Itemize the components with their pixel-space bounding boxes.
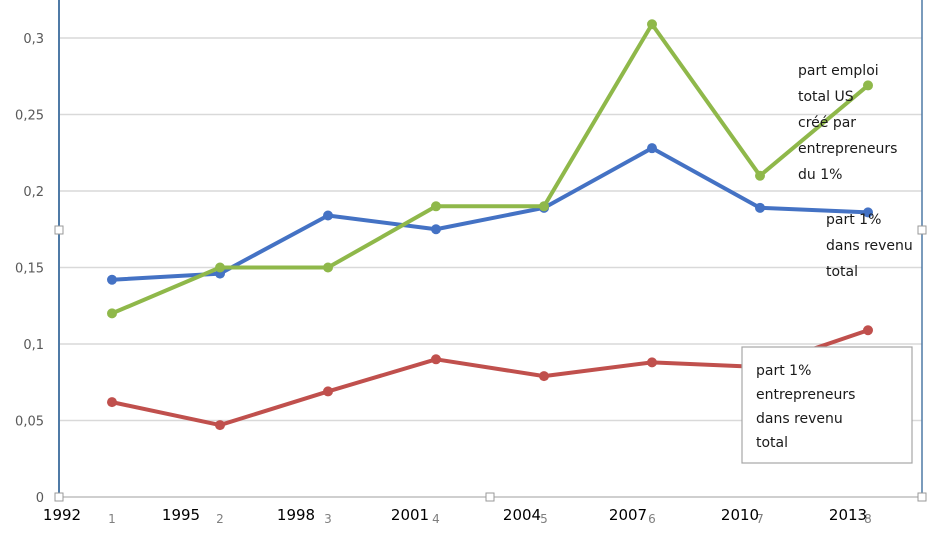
label-line: créé par	[798, 115, 856, 131]
y-axis-ticks: 0 0,05 0,1 0,15 0,2 0,25 0,3	[15, 32, 44, 506]
data-point-marker	[539, 201, 549, 212]
text-box[interactable]	[741, 346, 913, 464]
data-point-marker	[647, 19, 657, 30]
label-line: total	[756, 435, 788, 451]
y-tick-label: 0,25	[15, 109, 44, 124]
data-point-marker	[215, 262, 225, 273]
x-category-label: 4	[432, 512, 440, 526]
data-point-marker	[431, 354, 441, 365]
x-year-label: 2001	[391, 506, 429, 524]
series-path	[111, 22, 870, 316]
data-point-marker	[215, 420, 225, 431]
y-tick-label: 0,15	[15, 262, 44, 277]
series-annotations: part emploi total US créé par entrepreneurs…	[741, 63, 913, 464]
x-year-label: 1995	[162, 506, 200, 524]
data-point-marker	[755, 202, 765, 213]
series-line	[107, 19, 873, 319]
data-point-marker	[107, 308, 117, 319]
data-point-marker	[863, 80, 873, 91]
resize-handle-bottom-center[interactable]	[485, 492, 495, 502]
label-line: total US	[798, 89, 854, 105]
label-line: entrepreneurs	[756, 387, 855, 403]
data-point-marker	[647, 143, 657, 154]
x-category-label: 7	[756, 512, 764, 526]
x-axis-category-labels: 1 2 3 4 5 6 7 8	[108, 512, 872, 526]
x-year-label: 2010	[721, 506, 759, 524]
x-category-label: 1	[108, 512, 116, 526]
data-point-marker	[323, 210, 333, 221]
red-series-label-box[interactable]: part 1% entrepreneurs dans revenu total	[741, 346, 913, 464]
data-point-marker	[107, 274, 117, 285]
x-category-label: 5	[540, 512, 548, 526]
x-year-label: 1992	[43, 506, 81, 524]
data-point-marker	[755, 170, 765, 181]
data-point-marker	[107, 397, 117, 408]
y-tick-label: 0,05	[15, 415, 44, 430]
y-tick-label: 0,1	[23, 338, 44, 353]
x-category-label: 8	[864, 512, 872, 526]
x-year-label: 1998	[277, 506, 315, 524]
resize-handle-right[interactable]	[917, 225, 927, 235]
x-axis-year-labels: 1992 1995 1998 2001 2004 2007 2010 2013	[43, 506, 867, 524]
x-category-label: 2	[216, 512, 224, 526]
data-point-marker	[431, 224, 441, 235]
label-line: total	[826, 264, 858, 280]
x-category-label: 6	[648, 512, 656, 526]
y-tick-label: 0,2	[23, 185, 44, 200]
data-point-marker	[323, 386, 333, 397]
resize-handle-left[interactable]	[54, 225, 64, 235]
x-year-label: 2013	[829, 506, 867, 524]
data-point-marker	[863, 207, 873, 218]
series-lines	[107, 19, 873, 431]
data-point-marker	[431, 201, 441, 212]
label-line: dans revenu	[756, 411, 843, 427]
y-tick-label: 0,3	[23, 32, 44, 47]
resize-handle-bottom-left[interactable]	[54, 492, 64, 502]
label-line: part 1%	[756, 363, 811, 379]
selection-handles[interactable]	[54, 225, 927, 502]
resize-handle-bottom-right[interactable]	[917, 492, 927, 502]
label-line: part 1%	[826, 212, 881, 228]
data-point-marker	[863, 325, 873, 336]
series-path	[111, 146, 869, 282]
label-line: dans revenu	[826, 238, 913, 254]
x-year-label: 2007	[609, 506, 647, 524]
green-series-label: part emploi total US créé par entrepreneurs…	[798, 63, 897, 183]
blue-series-label: part 1% dans revenu total	[826, 212, 913, 280]
label-line: part emploi	[798, 63, 879, 79]
data-point-marker	[539, 371, 549, 382]
data-point-marker	[323, 262, 333, 273]
y-tick-label: 0	[36, 491, 44, 506]
x-category-label: 3	[324, 512, 332, 526]
label-line: entrepreneurs	[798, 141, 897, 157]
x-year-label: 2004	[503, 506, 541, 524]
data-point-marker	[647, 357, 657, 368]
label-line: du 1%	[798, 167, 842, 183]
